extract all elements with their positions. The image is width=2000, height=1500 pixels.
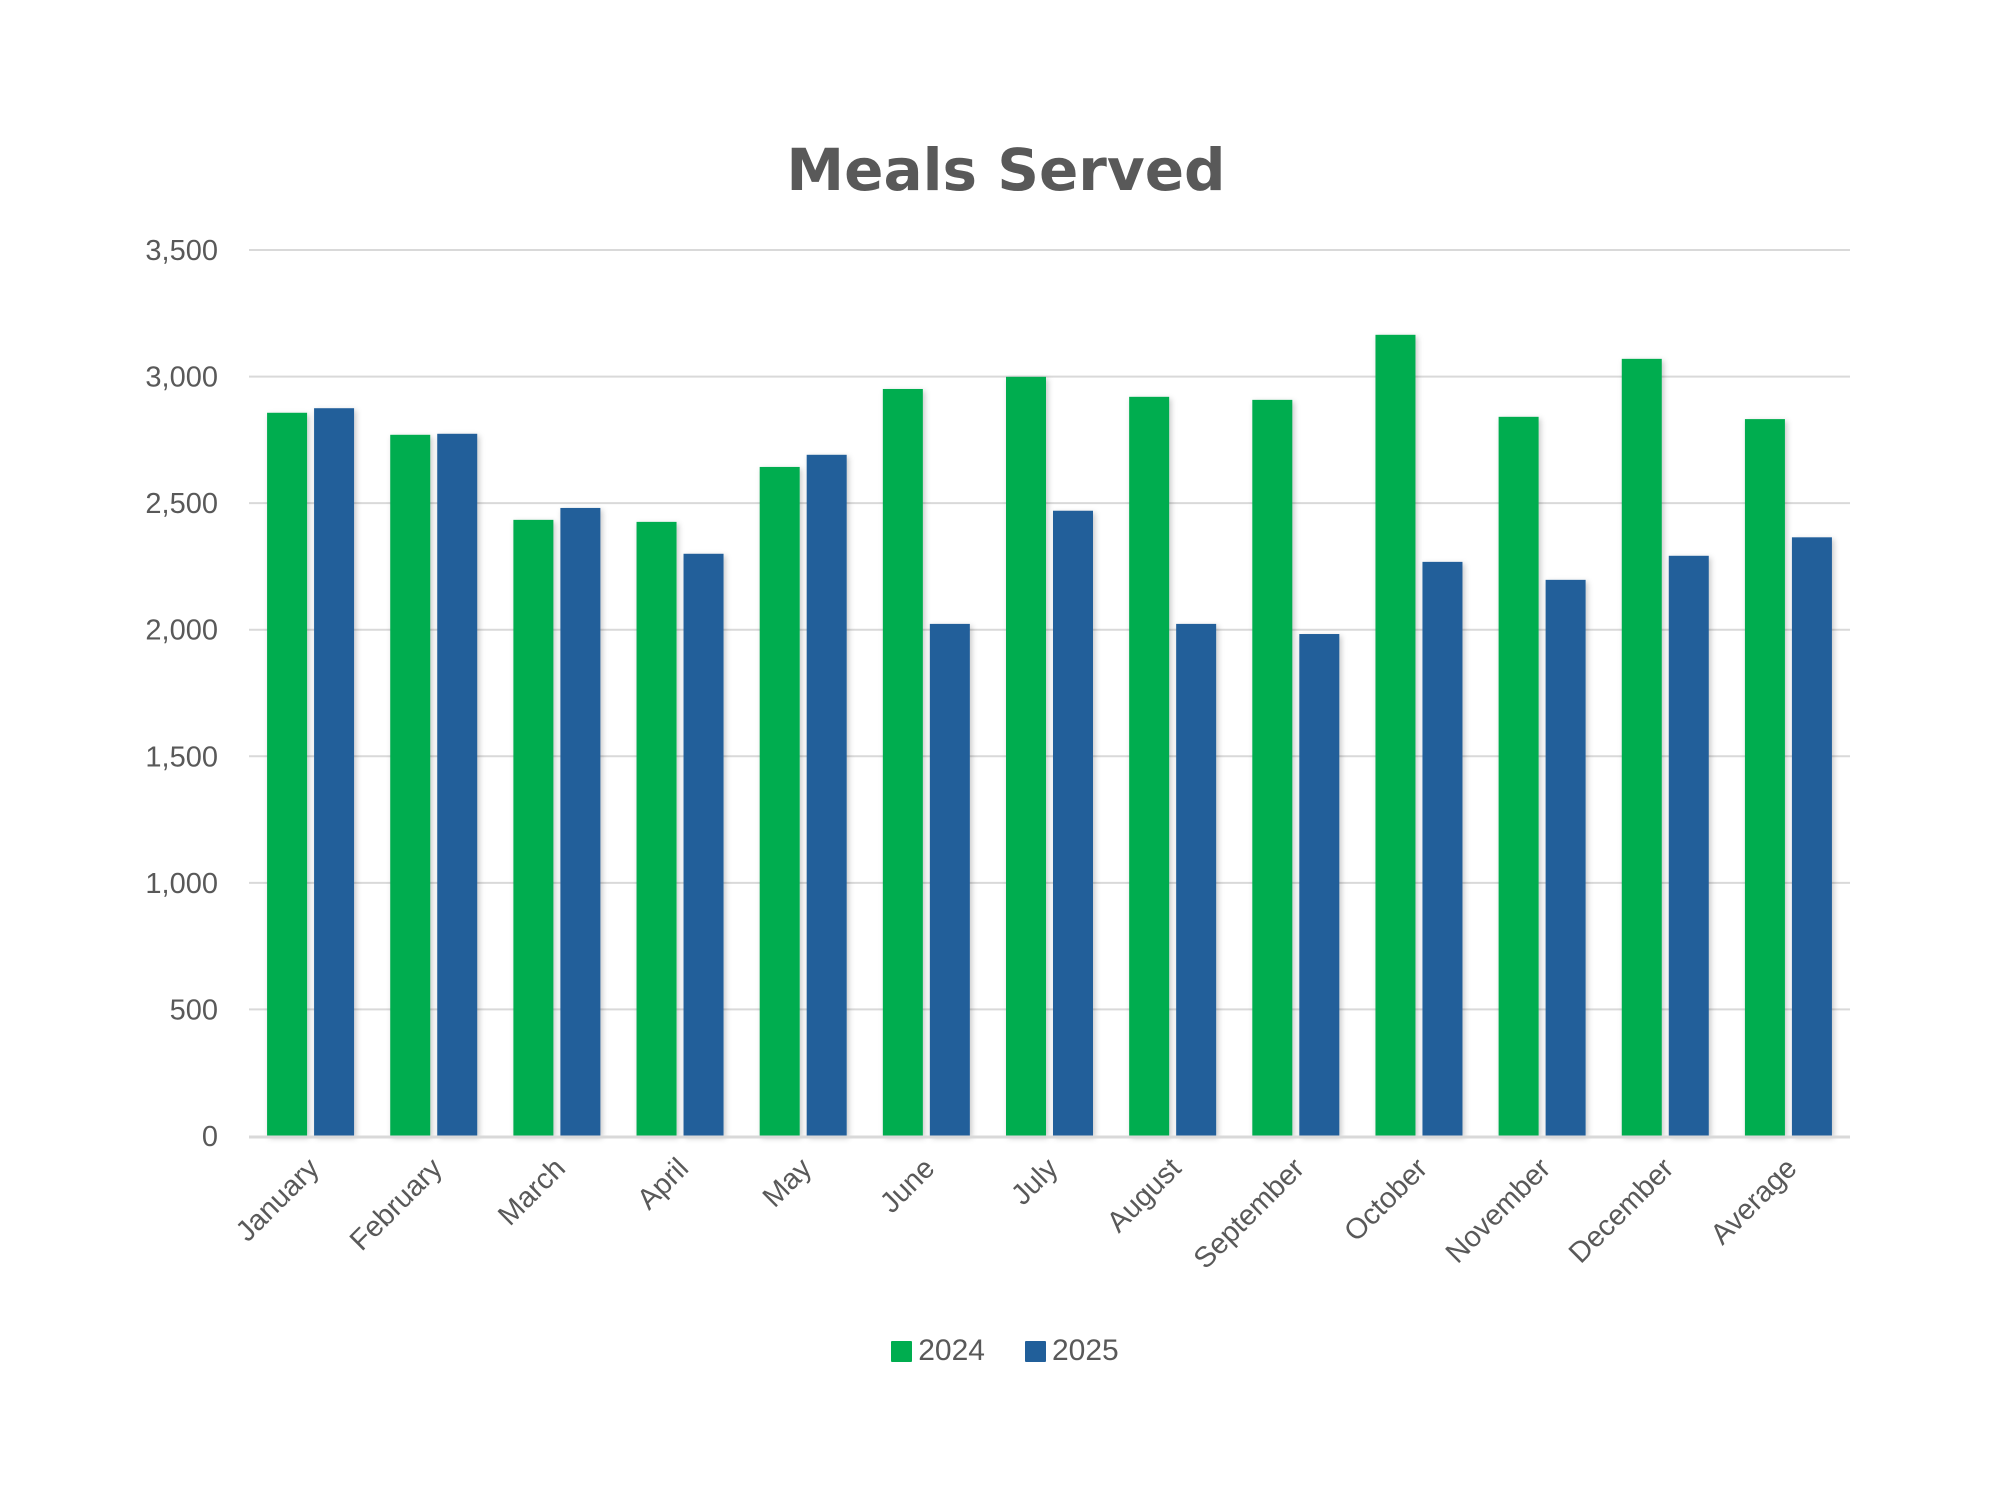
x-tick-label: January bbox=[230, 1152, 326, 1248]
legend-item-2025[interactable]: 2025 bbox=[1025, 1334, 1119, 1368]
y-tick-label: 1,500 bbox=[145, 741, 218, 773]
bar-2024-june[interactable] bbox=[882, 388, 923, 1136]
y-axis-tick-labels: 0 500 1,000 1,500 2,000 2,500 3,000 3,500 bbox=[145, 235, 218, 1153]
y-tick-label: 3,500 bbox=[145, 235, 218, 267]
legend-item-2024[interactable]: 2024 bbox=[891, 1334, 985, 1368]
bar-2024-january[interactable] bbox=[267, 412, 308, 1136]
legend-label-2025: 2025 bbox=[1052, 1334, 1119, 1367]
bar-2024-august[interactable] bbox=[1129, 396, 1170, 1136]
x-tick-label: December bbox=[1563, 1152, 1680, 1269]
x-tick-label: April bbox=[631, 1152, 695, 1216]
x-tick-label: October bbox=[1338, 1152, 1434, 1248]
y-tick-label: 0 bbox=[202, 1121, 218, 1153]
bar-2025-december[interactable] bbox=[1668, 555, 1709, 1136]
bars bbox=[267, 334, 1832, 1136]
bar-2025-february[interactable] bbox=[437, 433, 478, 1136]
bar-2025-september[interactable] bbox=[1299, 634, 1340, 1136]
legend-swatch-2025 bbox=[1025, 1340, 1046, 1362]
bar-2024-april[interactable] bbox=[636, 521, 677, 1136]
bar-2025-november[interactable] bbox=[1545, 579, 1586, 1136]
y-tick-label: 500 bbox=[170, 994, 218, 1026]
bar-2024-july[interactable] bbox=[1006, 376, 1046, 1136]
bar-2025-april[interactable] bbox=[683, 553, 724, 1136]
x-tick-label: July bbox=[1005, 1152, 1064, 1211]
x-axis-tick-labels: January February March April May June July Augu… bbox=[230, 1152, 1803, 1275]
x-tick-label: Average bbox=[1705, 1152, 1804, 1251]
y-tick-label: 1,000 bbox=[145, 868, 218, 900]
legend: 2024 2025 bbox=[0, 1334, 2000, 1368]
legend-label-2024: 2024 bbox=[918, 1334, 985, 1367]
x-tick-label: June bbox=[874, 1152, 941, 1219]
bar-2024-september[interactable] bbox=[1252, 399, 1293, 1136]
bar-2024-march[interactable] bbox=[513, 519, 554, 1136]
bar-2025-january[interactable] bbox=[314, 408, 355, 1136]
x-tick-label: May bbox=[757, 1152, 819, 1214]
chart-title: Meals Served bbox=[786, 136, 1226, 204]
bar-2025-july[interactable] bbox=[1053, 510, 1093, 1136]
bar-2024-may[interactable] bbox=[759, 466, 800, 1136]
bar-2025-june[interactable] bbox=[929, 623, 970, 1136]
gridlines bbox=[249, 249, 1850, 1011]
x-tick-label: September bbox=[1188, 1152, 1311, 1275]
x-tick-label: March bbox=[492, 1152, 572, 1232]
bar-2025-august[interactable] bbox=[1176, 623, 1217, 1136]
y-tick-label: 2,000 bbox=[145, 615, 218, 647]
bar-2025-march[interactable] bbox=[560, 507, 601, 1136]
bar-2025-average[interactable] bbox=[1791, 537, 1832, 1136]
x-tick-label: August bbox=[1101, 1152, 1187, 1238]
y-tick-label: 3,000 bbox=[145, 362, 218, 394]
x-tick-label: February bbox=[344, 1152, 449, 1257]
legend-swatch-2024 bbox=[891, 1340, 913, 1362]
x-tick-label: November bbox=[1440, 1152, 1557, 1269]
bar-2024-november[interactable] bbox=[1498, 416, 1539, 1136]
bar-2025-october[interactable] bbox=[1422, 561, 1463, 1136]
y-tick-label: 2,500 bbox=[145, 488, 218, 520]
bar-2024-february[interactable] bbox=[390, 434, 431, 1136]
bar-2025-may[interactable] bbox=[806, 454, 847, 1136]
bar-2024-average[interactable] bbox=[1744, 419, 1785, 1136]
bar-2024-december[interactable] bbox=[1621, 358, 1662, 1136]
bar-2024-october[interactable] bbox=[1375, 334, 1416, 1136]
